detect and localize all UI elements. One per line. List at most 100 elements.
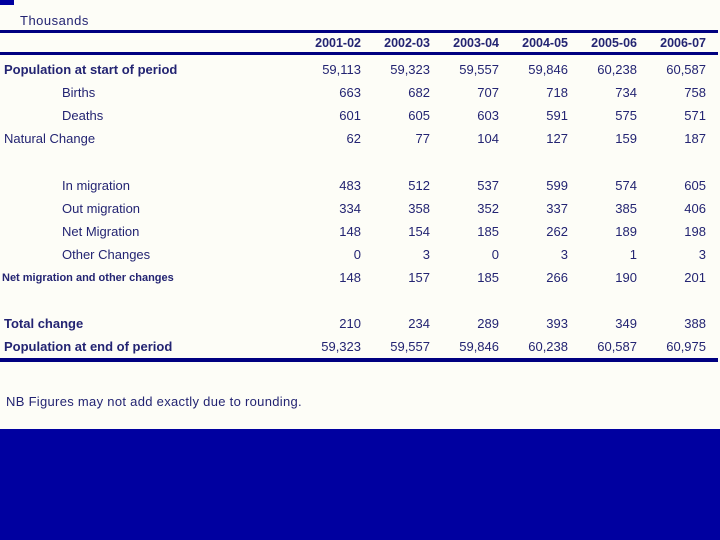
column-header: 2005-06 [591,35,637,50]
table-cell: 0 [491,247,499,262]
column-header: 2001-02 [315,35,361,50]
table-cell: 393 [546,316,568,331]
table-cell: 334 [339,201,361,216]
table-header-row: 2001-02 2002-03 2003-04 2004-05 2005-06 2006-… [0,33,720,52]
header-rule [0,52,718,55]
corner-decoration [0,0,14,5]
table-row: Deaths 601 605 603 591 575 571 [0,104,720,127]
table-cell: 663 [339,85,361,100]
row-label: Out migration [62,201,141,216]
table-cell: 388 [684,316,706,331]
table-cell: 3 [560,247,568,262]
table-cell: 185 [477,224,499,239]
table-row: Population at end of period 59,323 59,557 5… [0,335,720,358]
table-cell: 262 [546,224,568,239]
table-cell: 189 [615,224,637,239]
table-row: Net Migration 148 154 185 262 189 198 [0,220,720,243]
table-cell: 148 [339,224,361,239]
footnote: NB Figures may not add exactly due to ro… [6,394,302,409]
table-cell: 59,323 [390,62,430,77]
table-cell: 605 [408,108,430,123]
table-cell: 385 [615,201,637,216]
table-cell: 707 [477,85,499,100]
table-cell: 77 [415,131,430,146]
table-cell: 59,557 [459,62,499,77]
table-cell: 104 [477,131,499,146]
table-cell: 127 [546,131,568,146]
table-cell: 605 [684,178,706,193]
table-cell: 3 [698,247,706,262]
table-cell: 571 [684,108,706,123]
slide-content-panel: Thousands 2001-02 2002-03 2003-04 2004-05 20… [0,0,720,429]
bottom-rule [0,358,718,362]
table-cell: 537 [477,178,499,193]
table-row: Births 663 682 707 718 734 758 [0,81,720,104]
table-cell: 62 [346,131,361,146]
table-cell: 603 [477,108,499,123]
table-cell: 60,975 [666,339,706,354]
table-body: Population at start of period 59,113 59,32… [0,55,720,358]
table-cell: 157 [408,270,430,285]
table-cell: 575 [615,108,637,123]
table-cell: 60,238 [528,339,568,354]
table-cell: 210 [339,316,361,331]
row-label: Deaths [62,108,104,123]
table-cell: 734 [615,85,637,100]
table-cell: 59,846 [459,339,499,354]
table-cell: 0 [353,247,361,262]
table-cell: 59,846 [528,62,568,77]
table-row: Population at start of period 59,113 59,32… [0,58,720,81]
table-cell: 601 [339,108,361,123]
table-cell: 59,113 [322,62,361,77]
table-cell: 358 [408,201,430,216]
column-header: 2003-04 [453,35,499,50]
table-cell: 758 [684,85,706,100]
table-cell: 234 [408,316,430,331]
table-row: Natural Change 62 77 104 127 159 187 [0,127,720,150]
table-cell: 266 [546,270,568,285]
table-cell: 352 [477,201,499,216]
table-cell: 59,557 [390,339,430,354]
table-cell: 591 [546,108,568,123]
table-cell: 60,587 [597,339,637,354]
table-cell: 148 [339,270,361,285]
table-cell: 187 [684,131,706,146]
row-label: Population at start of period [4,62,178,77]
table-cell: 3 [422,247,430,262]
table-cell: 154 [408,224,430,239]
table-cell: 289 [477,316,499,331]
table-cell: 159 [615,131,637,146]
table-cell: 512 [408,178,430,193]
row-spacer [0,150,720,174]
table-row: Net migration and other changes 148 157 185… [0,266,720,289]
table-cell: 60,238 [597,62,637,77]
row-label: Births [62,85,96,100]
row-label: In migration [62,178,130,193]
table-cell: 1 [629,247,637,262]
table-cell: 337 [546,201,568,216]
table-cell: 190 [615,270,637,285]
table-cell: 574 [615,178,637,193]
row-label: Other Changes [62,247,151,262]
table-row: Out migration 334 358 352 337 385 406 [0,197,720,220]
row-label: Natural Change [4,131,96,146]
table-cell: 483 [339,178,361,193]
table-cell: 59,323 [321,339,361,354]
table-cell: 599 [546,178,568,193]
top-rule [0,30,718,33]
table-row: Total change 210 234 289 393 349 388 [0,312,720,335]
row-label: Population at end of period [4,339,173,354]
table-cell: 201 [684,270,706,285]
row-label: Total change [4,316,84,331]
row-spacer [0,289,720,312]
column-header: 2002-03 [384,35,430,50]
column-header: 2004-05 [522,35,568,50]
row-label: Net Migration [62,224,140,239]
table-cell: 349 [615,316,637,331]
table-cell: 198 [684,224,706,239]
table-cell: 185 [477,270,499,285]
table-cell: 406 [684,201,706,216]
table-cell: 682 [408,85,430,100]
table-row: Other Changes 0 3 0 3 1 3 [0,243,720,266]
